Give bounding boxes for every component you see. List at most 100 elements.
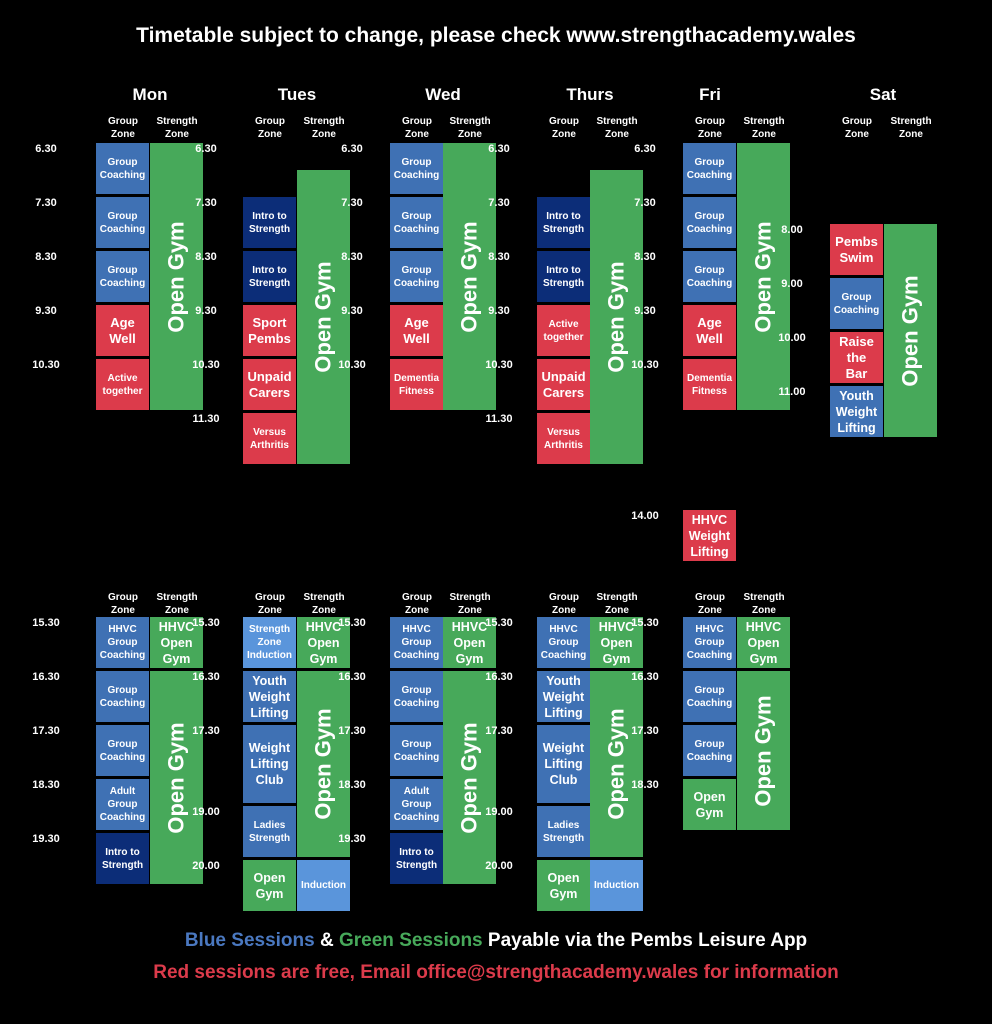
time-fri-am-2: 8.30 bbox=[634, 251, 656, 263]
open-gym-wed-pm: Open Gym bbox=[443, 671, 496, 884]
session-ladies-strength-tue: Ladies Strength bbox=[243, 806, 296, 857]
group-zone-header-thu-am: Group Zone bbox=[549, 116, 579, 140]
time-mon-am-1: 7.30 bbox=[35, 197, 57, 209]
day-fri: Fri bbox=[699, 85, 721, 104]
group-zone-header-mon-pm: Group Zone bbox=[108, 592, 138, 616]
open-gym-label: Open Gym bbox=[897, 274, 923, 387]
open-gym-fri-am: Open Gym bbox=[737, 143, 790, 410]
blue-sessions-label: Blue Sessions bbox=[184, 930, 315, 951]
time-tue-pm-2: 17.30 bbox=[192, 725, 220, 737]
time-mon-pm-3: 18.30 bbox=[32, 779, 60, 791]
time-tue-pm-1: 16.30 bbox=[192, 671, 220, 683]
group-zone-header-wed-am: Group Zone bbox=[402, 116, 432, 140]
session-label: Group Coaching bbox=[393, 264, 440, 289]
session-induction-thu: Induction bbox=[590, 860, 643, 911]
time-mon-pm-0: 15.30 bbox=[32, 617, 60, 629]
time-wed-am-3: 9.30 bbox=[341, 305, 363, 317]
session-youth-wl-tue: Youth Weight Lifting bbox=[243, 671, 296, 722]
session-label: Intro to Strength bbox=[542, 210, 585, 235]
time-wed-am-2: 8.30 bbox=[341, 251, 363, 263]
session-hhvc-wl-fri: HHVC Weight Lifting bbox=[683, 510, 736, 561]
day-wed: Wed bbox=[425, 85, 461, 104]
time-tue-pm-4: 20.00 bbox=[192, 860, 220, 872]
session-label: Ladies Strength bbox=[542, 819, 585, 844]
time-sat-am-1: 9.00 bbox=[781, 278, 803, 290]
time-fri-pm-2: 17.30 bbox=[631, 725, 659, 737]
session-group-coaching-fri-3: Group Coaching bbox=[683, 251, 736, 302]
time-thu-am-3: 9.30 bbox=[488, 305, 510, 317]
session-label: Intro to Strength bbox=[101, 846, 144, 871]
session-label: Sport Pembs bbox=[248, 314, 291, 346]
session-sport-pembs-tue: Sport Pembs bbox=[243, 305, 296, 356]
session-label: Intro to Strength bbox=[395, 846, 438, 871]
time-mon-am-0: 6.30 bbox=[35, 143, 57, 155]
session-label: Weight Lifting Club bbox=[248, 741, 291, 787]
strength-zone-header-tue-pm: Strength Zone bbox=[303, 592, 345, 616]
time-tue-am-2: 8.30 bbox=[195, 251, 217, 263]
session-hhvc-open-wed: HHVC Open Gym bbox=[443, 617, 496, 668]
time-tue-am-0: 6.30 bbox=[195, 143, 217, 155]
session-label: HHVC Open Gym bbox=[158, 619, 195, 666]
session-label: Induction bbox=[301, 880, 346, 891]
session-intro-strength-tue-1: Intro to Strength bbox=[243, 197, 296, 248]
session-label: HHVC Group Coaching bbox=[393, 624, 440, 661]
time-wed-pm-0: 15.30 bbox=[338, 617, 366, 629]
open-gym-tue-am: Open Gym bbox=[297, 170, 350, 464]
time-fri-mid-0: 14.00 bbox=[631, 510, 659, 522]
free-sessions-note: Red sessions are free, Email office@stre… bbox=[153, 962, 839, 983]
session-dementia-fitness-wed: Dementia Fitness bbox=[390, 359, 443, 410]
session-intro-strength-mon-pm: Intro to Strength bbox=[96, 833, 149, 884]
time-tue-pm-0: 15.30 bbox=[192, 617, 220, 629]
time-mon-am-4: 10.30 bbox=[32, 359, 60, 371]
session-group-coaching-wed-1: Group Coaching bbox=[390, 143, 443, 194]
session-label: Versus Arthritis bbox=[544, 426, 583, 451]
group-zone-header-tue-am: Group Zone bbox=[255, 116, 285, 140]
time-mon-pm-2: 17.30 bbox=[32, 725, 60, 737]
session-adult-group-wed: Adult Group Coaching bbox=[390, 779, 443, 830]
group-zone-header-fri-am: Group Zone bbox=[695, 116, 725, 140]
session-label: Active together bbox=[543, 318, 584, 343]
session-label: Open Gym bbox=[693, 789, 726, 820]
session-label: Group Coaching bbox=[99, 156, 146, 181]
time-tue-am-4: 10.30 bbox=[192, 359, 220, 371]
session-hhvc-group-mon: HHVC Group Coaching bbox=[96, 617, 149, 668]
session-pembs-swim-sat: Pembs Swim bbox=[830, 224, 883, 275]
session-label: Weight Lifting Club bbox=[542, 741, 585, 787]
session-group-coaching-wed-pm-2: Group Coaching bbox=[390, 725, 443, 776]
session-label: Open Gym bbox=[253, 870, 286, 901]
time-thu-am-1: 7.30 bbox=[488, 197, 510, 209]
time-thu-pm-2: 17.30 bbox=[485, 725, 513, 737]
group-zone-header-mon-am: Group Zone bbox=[108, 116, 138, 140]
session-group-coaching-sat: Group Coaching bbox=[830, 278, 883, 329]
session-group-coaching-fri-pm-2: Group Coaching bbox=[683, 725, 736, 776]
session-label: Group Coaching bbox=[686, 210, 733, 235]
strength-zone-header-mon-pm: Strength Zone bbox=[156, 592, 198, 616]
strength-zone-header-fri-pm: Strength Zone bbox=[743, 592, 785, 616]
time-mon-am-3: 9.30 bbox=[35, 305, 57, 317]
strength-zone-header-tue-am: Strength Zone bbox=[303, 116, 345, 140]
session-label: Intro to Strength bbox=[542, 264, 585, 289]
group-zone-header-tue-pm: Group Zone bbox=[255, 592, 285, 616]
session-label: Group Coaching bbox=[833, 291, 880, 316]
session-induction-tue: Induction bbox=[297, 860, 350, 911]
session-group-coaching-mon-pm-2: Group Coaching bbox=[96, 725, 149, 776]
time-fri-am-4: 10.30 bbox=[631, 359, 659, 371]
session-sz-induction-tue: Strength Zone Induction bbox=[243, 617, 296, 668]
session-intro-strength-thu-1: Intro to Strength bbox=[537, 197, 590, 248]
strength-zone-header-wed-am: Strength Zone bbox=[449, 116, 491, 140]
session-hhvc-open-thu: HHVC Open Gym bbox=[590, 617, 643, 668]
session-youth-wl-thu: Youth Weight Lifting bbox=[537, 671, 590, 722]
time-wed-pm-4: 19.30 bbox=[338, 833, 366, 845]
group-zone-header-thu-pm: Group Zone bbox=[549, 592, 579, 616]
session-label: Adult Group Coaching bbox=[99, 786, 146, 823]
session-label: Ladies Strength bbox=[248, 819, 291, 844]
day-sat: Sat bbox=[869, 85, 897, 104]
time-mon-pm-4: 19.30 bbox=[32, 833, 60, 845]
group-zone-header-wed-pm: Group Zone bbox=[402, 592, 432, 616]
session-label: Group Coaching bbox=[99, 264, 146, 289]
time-thu-am-4: 10.30 bbox=[485, 359, 513, 371]
session-label: Group Coaching bbox=[686, 264, 733, 289]
time-tue-pm-3: 19.00 bbox=[192, 806, 220, 818]
session-label: Age Well bbox=[109, 314, 136, 346]
time-thu-pm-0: 15.30 bbox=[485, 617, 513, 629]
